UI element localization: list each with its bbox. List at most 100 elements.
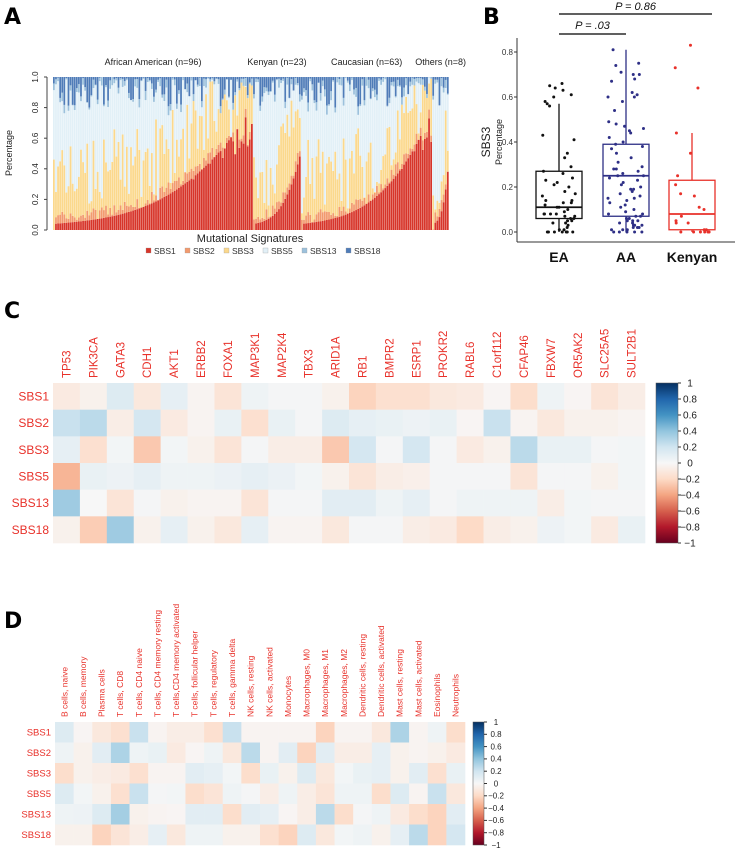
heatmap-cell [204,783,224,805]
panel-a-bar-segment-sbs13 [155,89,157,93]
panel-a-bar-segment-sbs1 [259,222,262,230]
heatmap-cell [160,463,188,490]
panel-a-bar-segment-sbs5 [384,79,387,155]
panel-a-bar-segment-sbs5 [163,100,166,154]
panel-a-bar-segment-sbs3 [234,95,237,155]
panel-a-bar-segment-sbs13 [363,100,366,106]
panel-a-bar-segment-sbs3 [119,179,122,206]
panel-a-bar-segment-sbs5 [278,87,280,146]
panel-a-bar-segment-sbs2 [361,200,364,207]
panel-a-bar-segment-sbs3 [411,108,414,149]
panel-a-bar-segment-sbs18 [132,77,134,100]
panel-a-bar-segment-sbs18 [296,77,299,84]
panel-a-bar-segment-sbs1 [444,189,447,230]
heatmap-column-label: C1orf112 [492,332,504,378]
heatmap-cell [187,489,215,517]
panel-a-bar-segment-sbs5 [346,82,349,209]
panel-a-bar-segment-sbs2 [336,215,339,218]
panel-a-bar-segment-sbs13 [178,90,180,94]
panel-a-bar-segment-sbs18 [192,77,195,95]
panel-a-bar-segment-sbs13 [159,78,162,87]
heatmap-cell [371,804,391,825]
colorbar-tick-label: −1 [491,841,501,849]
panel-a-bar-segment-sbs18 [288,77,291,98]
panel-a-bar-segment-sbs3 [444,110,447,185]
panel-a-bar-segment-sbs13 [105,85,107,88]
panel-a-bar-segment-sbs18 [282,77,285,79]
panel-a-bar-segment-sbs3 [276,164,278,203]
panel-a-bar-segment-sbs5 [159,86,162,129]
panel-a-bar-segment-sbs2 [340,210,343,217]
heatmap-cell [241,783,261,805]
panel-a-bar-segment-sbs1 [251,123,253,230]
panel-a-bar-segment-sbs1 [446,171,449,230]
panel-a-bar-segment-sbs2 [261,217,264,222]
panel-b-data-point [616,160,620,164]
heatmap-cell [185,742,205,764]
heatmap-cell [295,516,323,544]
panel-a-bar-segment-sbs3 [419,112,422,128]
panel-a-bar-segment-sbs13 [376,94,378,101]
panel-a-bar-segment-sbs5 [265,91,268,160]
panel-b-data-point [570,219,574,223]
panel-b-data-point [569,201,573,205]
panel-a-bar-segment-sbs5 [303,92,305,198]
panel-a-bar-segment-sbs5 [292,90,295,128]
panel-a-bar-segment-sbs1 [238,147,241,230]
panel-a-group-label: Others (n=8) [415,57,466,67]
panel-a-bar-segment-sbs5 [186,92,189,105]
heatmap-cell [185,763,205,784]
heatmap-cell [110,824,130,846]
heatmap-cell [79,383,108,410]
heatmap-column-label: T cells, gamma delta [227,638,237,717]
panel-b-data-point [612,167,616,171]
heatmap-cell [375,516,404,544]
panel-a-bar-segment-sbs13 [396,79,399,87]
panel-b-data-point [608,201,612,205]
panel-b-data-point [544,178,548,182]
panel-a-bar-segment-sbs13 [259,105,262,111]
panel-a-bar-segment-sbs1 [311,222,314,230]
panel-a-bar-segment-sbs2 [288,183,291,190]
panel-a-bar-segment-sbs1 [175,189,178,230]
panel-a-bar-segment-sbs18 [55,77,57,80]
panel-a-bar-segment-sbs2 [69,213,72,223]
panel-b-data-point [636,178,640,182]
panel-a-bar-segment-sbs3 [380,169,382,185]
panel-b-data-point [573,214,577,218]
panel-b-box [668,179,716,231]
panel-a-bar-segment-sbs13 [373,89,376,98]
heatmap-cell [564,463,592,490]
panel-a-bar-segment-sbs2 [328,211,330,220]
panel-b-data-point [696,86,700,90]
panel-a-legend-label: SBS2 [193,246,215,256]
panel-a-bar-segment-sbs18 [321,77,324,81]
panel-b-data-point [633,230,637,234]
panel-a-bar-segment-sbs3 [390,165,393,170]
heatmap-cell [222,824,242,846]
panel-b-y-tick-label: 0.8 [502,48,514,57]
heatmap-cell [371,742,391,764]
panel-a-bar-segment-sbs13 [213,81,216,85]
panel-b-data-point [621,228,625,232]
heatmap-cell [187,436,215,464]
panel-a-bar-segment-sbs13 [94,84,97,86]
heatmap-column-label: T cells, CD4 memory resting [152,610,162,717]
panel-a-bar-segment-sbs3 [432,195,435,230]
heatmap-cell [148,804,168,825]
panel-a-bar-segment-sbs5 [123,85,126,187]
panel-a-bar-segment-sbs5 [407,94,410,113]
heatmap-cell [92,824,112,846]
panel-b-data-point [640,230,644,234]
heatmap-cell [214,463,242,490]
heatmap-cell [295,489,323,517]
panel-a-bar-segment-sbs2 [430,135,433,142]
panel-a-bar-segment-sbs18 [392,77,395,82]
panel-a-bar-segment-sbs2 [355,199,357,211]
panel-b-data-point [621,172,625,175]
heatmap-column-label: Dendritic cells, resting [357,634,367,717]
panel-b-data-point [614,167,618,171]
heatmap-row-label: SBS1 [27,728,51,739]
heatmap-cell [297,824,317,846]
